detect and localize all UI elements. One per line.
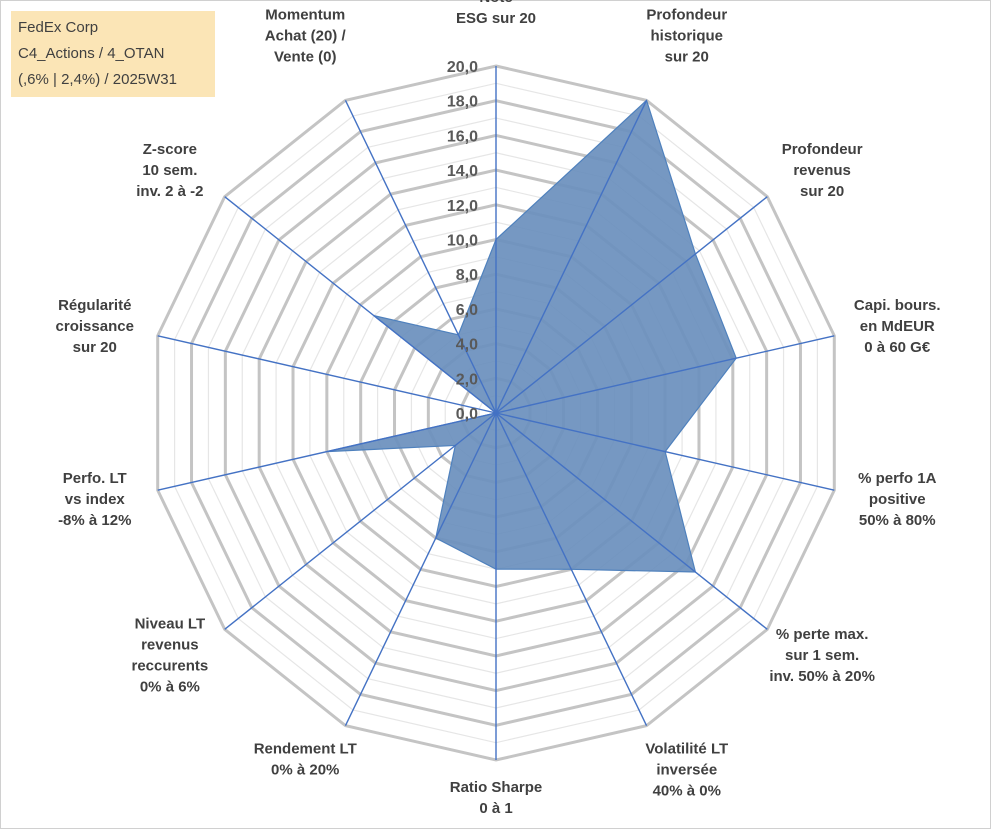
category-label: Profondeur revenus sur 20 <box>782 141 863 200</box>
category-label-line: historique <box>651 28 724 45</box>
category-label-line: Rendement LT <box>254 740 357 757</box>
category-label: Z-score 10 sem. inv. 2 à -2 <box>136 141 203 200</box>
axis-spoke <box>495 412 768 630</box>
category-label-line: sur 20 <box>73 339 117 356</box>
axis-spoke <box>344 100 497 414</box>
tick-label: 6,0 <box>456 302 478 319</box>
category-label: Régularité croissance sur 20 <box>56 297 134 356</box>
category-label-line: ESG sur 20 <box>456 10 536 27</box>
category-label: Momentum Achat (20) / Vente (0) <box>265 7 347 66</box>
category-label-line: inv. 50% à 20% <box>769 668 875 685</box>
category-label-line: sur 20 <box>800 183 844 200</box>
info-period: (,6% | 2,4%) / 2025W31 <box>18 71 177 88</box>
category-label-line: positive <box>869 491 926 508</box>
axis-spoke <box>157 412 497 491</box>
category-labels: Note ESG sur 20 Profondeur historique sur 20… <box>56 0 941 817</box>
tick-label: 12,0 <box>447 198 478 215</box>
axis-spoke <box>224 196 497 414</box>
axis-spoke <box>495 100 648 414</box>
category-label-line: 10 sem. <box>142 162 197 179</box>
tick-label: 10,0 <box>447 233 478 250</box>
category-label-line: Momentum <box>265 7 345 24</box>
category-label-line: sur 1 sem. <box>785 647 859 664</box>
tick-label: 2,0 <box>456 371 478 388</box>
category-label: Note ESG sur 20 <box>456 0 536 27</box>
tick-label: 18,0 <box>447 94 478 111</box>
category-label-line: % perte max. <box>776 626 869 643</box>
category-label-line: Niveau LT <box>135 616 206 633</box>
axis-spoke <box>224 412 497 630</box>
category-label-line: revenus <box>793 162 851 179</box>
category-label-line: Note <box>479 0 512 6</box>
category-label-line: vs index <box>65 491 126 508</box>
tick-label: 20,0 <box>447 59 478 76</box>
category-label-line: Vente (0) <box>274 49 337 66</box>
category-label: Rendement LT 0% à 20% <box>254 740 357 778</box>
radial-tick-labels: 0,0 2,0 4,0 6,0 8,0 10,0 12,0 14,0 16,0 18,0 20,0 <box>447 59 478 423</box>
axis-spoke <box>495 412 835 491</box>
axis-spoke <box>495 196 768 414</box>
radar-spokes <box>157 66 835 760</box>
category-label-line: croissance <box>56 318 134 335</box>
axis-spoke <box>344 412 497 726</box>
info-company: FedEx Corp <box>18 19 99 36</box>
category-label-line: revenus <box>141 637 199 654</box>
category-label-line: 40% à 0% <box>653 782 721 799</box>
category-label-line: 0 à 60 G€ <box>864 339 931 356</box>
axis-spoke <box>495 412 648 726</box>
axis-spoke <box>157 335 497 414</box>
tick-label: 8,0 <box>456 267 478 284</box>
category-label: Ratio Sharpe 0 à 1 <box>450 779 543 817</box>
category-label-line: % perfo 1A <box>858 470 937 487</box>
category-label-line: Perfo. LT <box>63 470 127 487</box>
category-label-line: en MdEUR <box>860 318 935 335</box>
tick-label: 4,0 <box>456 337 478 354</box>
category-label: Profondeur historique sur 20 <box>646 7 727 66</box>
category-label-line: -8% à 12% <box>58 512 131 529</box>
axis-spoke <box>495 335 835 414</box>
category-label: % perfo 1A positive 50% à 80% <box>858 470 937 529</box>
category-label-line: reccurents <box>132 658 209 675</box>
category-label-line: 0 à 1 <box>479 800 512 817</box>
category-label: Volatilité LT inversée 40% à 0% <box>645 740 728 799</box>
category-label: Capi. bours. en MdEUR 0 à 60 G€ <box>854 297 941 356</box>
info-box: FedEx Corp C4_Actions / 4_OTAN (,6% | 2,… <box>11 11 215 97</box>
category-label-line: Capi. bours. <box>854 297 941 314</box>
category-label-line: 50% à 80% <box>859 512 936 529</box>
category-label-line: 0% à 6% <box>140 679 200 696</box>
category-label-line: Régularité <box>58 297 131 314</box>
tick-label: 0,0 <box>456 406 478 423</box>
category-label-line: Profondeur <box>782 141 863 158</box>
category-label-line: Ratio Sharpe <box>450 779 543 796</box>
category-label: % perte max. sur 1 sem. inv. 50% à 20% <box>769 626 875 685</box>
category-label-line: Profondeur <box>646 7 727 24</box>
category-label-line: Achat (20) / <box>265 28 347 45</box>
category-label-line: inv. 2 à -2 <box>136 183 203 200</box>
category-label: Perfo. LT vs index -8% à 12% <box>58 470 131 529</box>
category-label-line: sur 20 <box>665 49 709 66</box>
tick-label: 16,0 <box>447 128 478 145</box>
category-label-line: Z-score <box>143 141 197 158</box>
category-label-line: inversée <box>656 761 717 778</box>
tick-label: 14,0 <box>447 163 478 180</box>
info-category: C4_Actions / 4_OTAN <box>18 45 165 62</box>
category-label-line: Volatilité LT <box>645 740 728 757</box>
category-label-line: 0% à 20% <box>271 761 339 778</box>
category-label: Niveau LT revenus reccurents 0% à 6% <box>132 616 209 696</box>
